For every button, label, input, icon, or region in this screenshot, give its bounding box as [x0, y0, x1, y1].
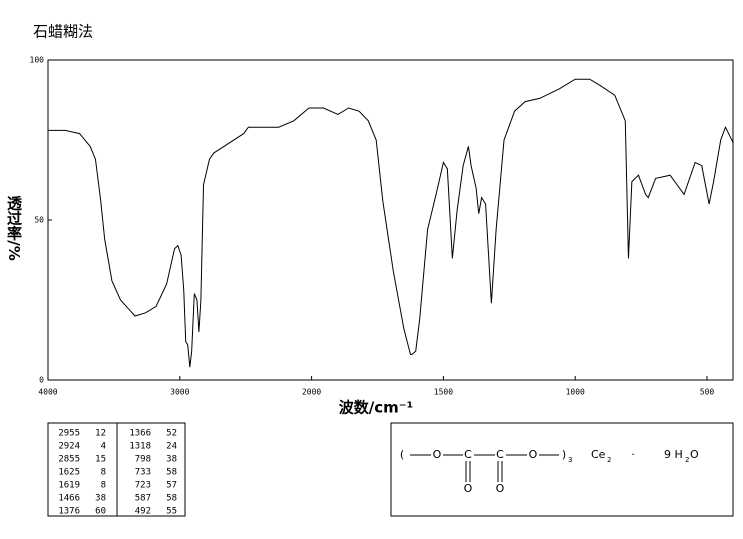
- structure-bonds: [410, 454, 559, 482]
- x-tick-label: 1000: [566, 388, 585, 397]
- peak-wavenumber: 1466: [58, 494, 80, 504]
- peak-wavenumber: 2955: [58, 429, 80, 439]
- peak-wavenumber: 1619: [58, 481, 80, 491]
- peak-transmittance: 8: [101, 468, 106, 478]
- x-tick-label: 1500: [434, 388, 453, 397]
- peak-wavenumber: 798: [135, 455, 151, 465]
- peak-transmittance: 38: [166, 455, 177, 465]
- peak-transmittance: 60: [95, 507, 106, 517]
- formula-subscript: 2: [607, 456, 611, 464]
- x-tick-label: 4000: [38, 388, 57, 397]
- structure-formula: ( O C C O ) 3 O O Ce 2 · 9 H 2 O: [400, 448, 699, 495]
- formula-atom: O: [529, 448, 538, 461]
- peak-transmittance: 52: [166, 429, 177, 439]
- y-tick-label: 50: [34, 216, 44, 225]
- x-axis-label: 波数/cm⁻¹: [339, 399, 414, 417]
- y-tick-label: 100: [30, 56, 45, 65]
- peak-transmittance: 38: [95, 494, 106, 504]
- peak-wavenumber: 723: [135, 481, 151, 491]
- formula-salt: Ce: [591, 448, 606, 461]
- peak-wavenumber: 587: [135, 494, 151, 504]
- formula-subscript: 2: [685, 456, 689, 464]
- peak-transmittance: 55: [166, 507, 177, 517]
- y-axis-label: 透过率/%: [5, 195, 23, 261]
- formula-close: ): [562, 448, 566, 461]
- structure-frame: [390, 422, 734, 517]
- peak-wavenumber: 1625: [58, 468, 80, 478]
- formula-carbonyl-o: O: [464, 482, 473, 495]
- formula-carbonyl-o: O: [496, 482, 505, 495]
- chart-title: 石蜡糊法: [33, 23, 93, 41]
- x-tick-label: 3000: [170, 388, 189, 397]
- formula-dot: ·: [631, 448, 635, 461]
- peak-transmittance: 12: [95, 429, 106, 439]
- peak-transmittance: 58: [166, 468, 177, 478]
- formula-atom: C: [464, 448, 472, 461]
- peak-wavenumber: 1366: [129, 429, 151, 439]
- peak-wavenumber: 2855: [58, 455, 80, 465]
- peak-transmittance: 15: [95, 455, 106, 465]
- peak-wavenumber: 492: [135, 507, 151, 517]
- peak-transmittance: 4: [101, 442, 106, 452]
- x-tick-label: 2000: [302, 388, 321, 397]
- x-tick-label: 500: [700, 388, 715, 397]
- peak-transmittance: 8: [101, 481, 106, 491]
- formula-subscript: 3: [568, 456, 572, 464]
- y-tick-label: 0: [39, 376, 44, 385]
- spectrum-line: [48, 78, 734, 368]
- peak-transmittance: 58: [166, 494, 177, 504]
- peak-wavenumber: 2924: [58, 442, 80, 452]
- peak-wavenumber: 1318: [129, 442, 151, 452]
- formula-water: O: [690, 448, 699, 461]
- formula-water: 9 H: [664, 448, 683, 461]
- formula-atom: O: [433, 448, 442, 461]
- formula-atom: C: [496, 448, 504, 461]
- peak-transmittance: 57: [166, 481, 177, 491]
- formula-open: (: [400, 448, 404, 461]
- peak-transmittance: 24: [166, 442, 177, 452]
- peak-wavenumber: 733: [135, 468, 151, 478]
- peak-wavenumber: 1376: [58, 507, 80, 517]
